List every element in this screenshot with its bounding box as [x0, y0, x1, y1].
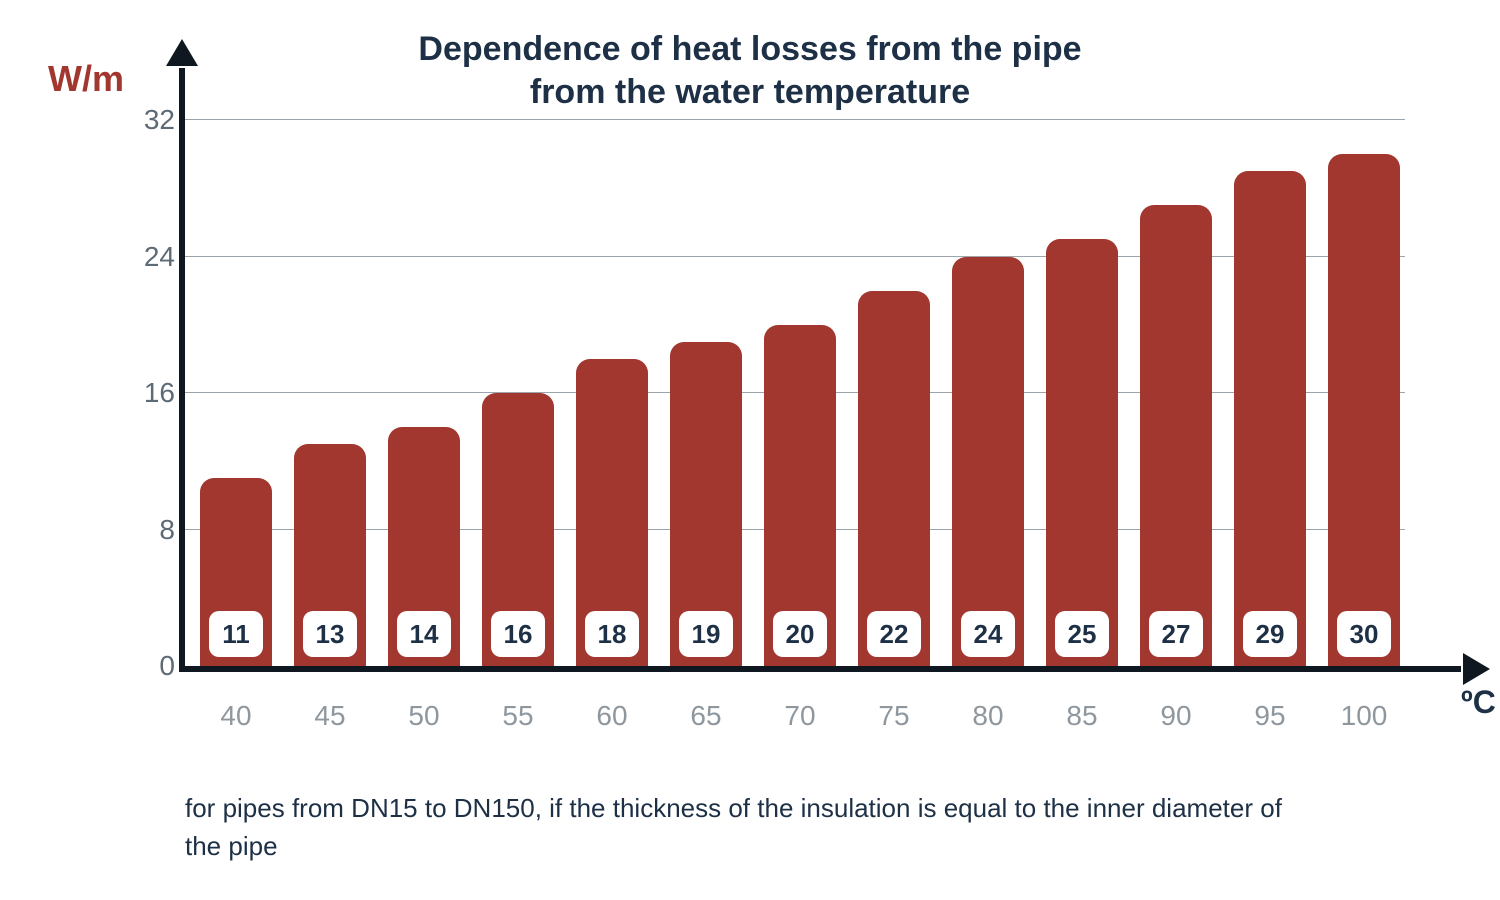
y-tick-label: 16	[125, 377, 175, 409]
chart-footnote: for pipes from DN15 to DN150, if the thi…	[185, 790, 1285, 865]
x-tick-label: 60	[596, 700, 627, 732]
chart-title-line2: from the water temperature	[530, 73, 970, 111]
bar-value-badge: 11	[209, 611, 263, 657]
heat-loss-chart: Dependence of heat losses from the pipe …	[0, 0, 1500, 900]
bar: 19	[670, 342, 742, 666]
y-tick-label: 8	[125, 514, 175, 546]
x-tick-label: 50	[408, 700, 439, 732]
bar: 22	[858, 291, 930, 666]
chart-title: Dependence of heat losses from the pipe …	[0, 28, 1500, 113]
bar-value-badge: 27	[1149, 611, 1203, 657]
bar: 13	[294, 444, 366, 666]
x-axis-unit: ºC	[1461, 684, 1496, 721]
x-tick-label: 90	[1160, 700, 1191, 732]
x-tick-label: 40	[220, 700, 251, 732]
bar: 11	[200, 478, 272, 666]
bar-value-badge: 14	[397, 611, 451, 657]
bar-value-badge: 13	[303, 611, 357, 657]
x-tick-label: 80	[972, 700, 1003, 732]
y-axis-unit: W/m	[48, 58, 124, 100]
bar: 20	[764, 325, 836, 666]
bar-value-badge: 18	[585, 611, 639, 657]
x-tick-label: 70	[784, 700, 815, 732]
bar-value-badge: 16	[491, 611, 545, 657]
bar-value-badge: 20	[773, 611, 827, 657]
x-axis-arrow-icon	[1463, 653, 1490, 685]
gridline	[185, 256, 1405, 257]
chart-title-line1: Dependence of heat losses from the pipe	[418, 30, 1081, 68]
x-tick-label: 45	[314, 700, 345, 732]
y-tick-label: 32	[125, 104, 175, 136]
x-tick-label: 75	[878, 700, 909, 732]
x-axis-line	[179, 666, 1461, 672]
bar: 14	[388, 427, 460, 666]
bar-value-badge: 22	[867, 611, 921, 657]
x-tick-label: 65	[690, 700, 721, 732]
plot-area: 0816243211401345145016551860196520702275…	[185, 120, 1405, 666]
bar: 30	[1328, 154, 1400, 666]
bar: 25	[1046, 239, 1118, 666]
bar-value-badge: 30	[1337, 611, 1391, 657]
x-tick-label: 95	[1254, 700, 1285, 732]
bar: 18	[576, 359, 648, 666]
bar-value-badge: 25	[1055, 611, 1109, 657]
x-tick-label: 55	[502, 700, 533, 732]
bar-value-badge: 24	[961, 611, 1015, 657]
gridline	[185, 119, 1405, 120]
y-tick-label: 0	[125, 650, 175, 682]
bar-value-badge: 19	[679, 611, 733, 657]
x-tick-label: 100	[1341, 700, 1388, 732]
bar: 27	[1140, 205, 1212, 666]
bar-value-badge: 29	[1243, 611, 1297, 657]
x-tick-label: 85	[1066, 700, 1097, 732]
bar: 29	[1234, 171, 1306, 666]
bar: 24	[952, 257, 1024, 667]
bar: 16	[482, 393, 554, 666]
y-tick-label: 24	[125, 241, 175, 273]
y-axis-arrow-icon	[166, 39, 198, 66]
y-axis-line	[179, 68, 185, 672]
